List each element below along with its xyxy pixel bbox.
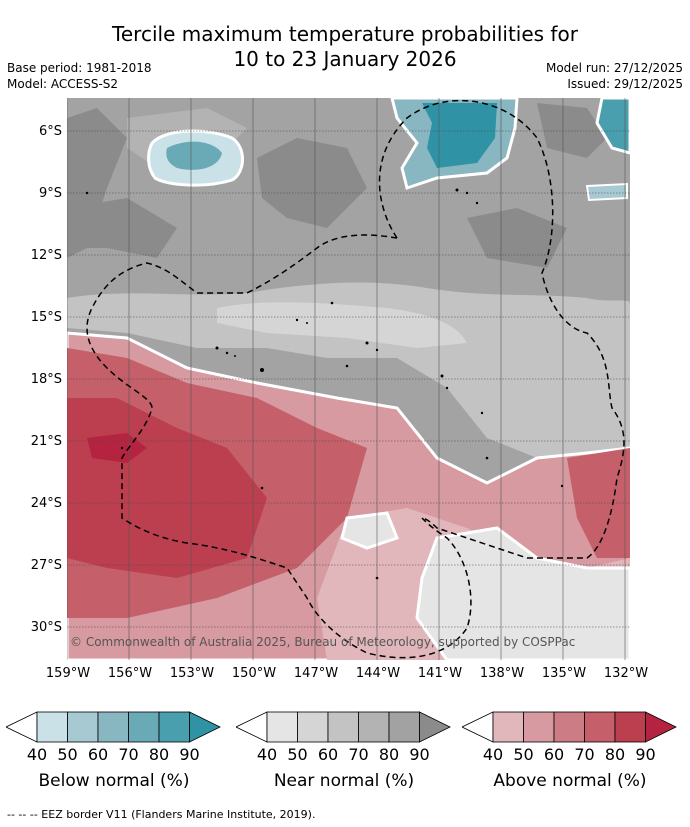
model-run: Model run: 27/12/2025 [545,61,683,75]
near-normal-50-band [217,302,467,348]
meta-left: Base period: 1981-2018 Model: ACCESS-S2 [7,60,152,92]
cbar-seg [158,711,190,743]
cbar-seg [6,711,38,743]
cbar-seg [645,711,677,743]
lon-label: 156°W [107,666,153,681]
eez-borders [86,99,625,659]
title-line-1: Tercile maximum temperature probabilitie… [112,22,578,46]
lat-label: 30°S [30,620,62,635]
map-canvas: © Commonwealth of Australia 2025, Bureau… [67,98,630,660]
cbar-seg [67,711,99,743]
copyright-text: © Commonwealth of Australia 2025, Bureau… [70,635,575,649]
cbar-tick: 60 [87,745,109,764]
above-normal-colorbar [462,711,677,743]
title-line-2: 10 to 23 January 2026 [233,47,457,71]
probability-map: © Commonwealth of Australia 2025, Bureau… [67,98,630,660]
near-normal-title: Near normal (%) [273,771,415,791]
cbar-tick: 40 [256,745,278,764]
lat-label: 18°S [30,372,62,387]
cbar-seg [614,711,646,743]
below-normal-title: Below normal (%) [38,771,190,791]
below-normal-colorbar [6,711,221,743]
cbar-seg [553,711,585,743]
lat-label: 15°S [30,310,62,325]
lat-label: 21°S [30,434,62,449]
cbar-seg [462,711,494,743]
cbar-seg [584,711,616,743]
cbar-seg [236,711,268,743]
eez-legend: -- -- -- EEZ border V11 (Flanders Marine… [7,808,316,821]
lat-label: 9°S [38,186,62,201]
near-normal-90-region [257,138,367,228]
below-normal-region-west-core [166,141,222,170]
lon-label: 138°W [479,666,525,681]
islands [85,188,564,580]
cbar-seg [189,711,221,743]
lon-label: 132°W [603,666,649,681]
lon-label: 159°W [45,666,91,681]
lon-label: 150°W [231,666,277,681]
cbar-tick: 70 [118,745,139,764]
near-normal-90-region [537,103,607,158]
near-normal-40-region-west [340,511,399,550]
cbar-tick: 90 [179,745,200,764]
cbar-seg [128,711,160,743]
base-period: Base period: 1981-2018 [7,61,152,75]
cbar-tick: 80 [378,745,400,764]
lon-label: 144°W [355,666,401,681]
near-normal-colorbar [236,711,451,743]
cbar-seg [36,711,68,743]
cbar-seg [97,711,129,743]
cbar-tick: 40 [482,745,504,764]
model-name: Model: ACCESS-S2 [7,77,119,91]
cbar-tick: 50 [57,745,78,764]
lat-label: 12°S [30,248,62,263]
cbar-seg [327,711,359,743]
meridians [67,98,626,660]
lat-label: 6°S [38,124,62,139]
cbar-tick: 70 [574,745,595,764]
cbar-tick: 90 [409,745,430,764]
lon-label: 141°W [417,666,463,681]
lat-label: 27°S [30,558,62,573]
cbar-tick: 50 [513,745,534,764]
cbar-tick: 70 [348,745,369,764]
graticule [67,130,630,628]
issued-date: Issued: 29/12/2025 [567,77,683,91]
cbar-seg [297,711,329,743]
cbar-tick: 60 [543,745,565,764]
lon-label: 153°W [169,666,215,681]
cbar-seg [388,711,420,743]
cbar-seg [492,711,524,743]
cbar-seg [358,711,390,743]
lon-label: 135°W [541,666,587,681]
above-normal-title: Above normal (%) [493,771,647,791]
cbar-tick: 40 [26,745,48,764]
near-normal-90-region [67,198,177,258]
cbar-seg [523,711,555,743]
near-normal-90-region [467,208,567,268]
cbar-tick: 80 [604,745,626,764]
lat-label: 24°S [30,496,62,511]
below-normal-region-small [585,182,628,202]
cbar-seg [419,711,451,743]
above-normal-90-region [87,433,147,463]
cbar-seg [266,711,298,743]
cbar-tick: 60 [317,745,339,764]
near-normal-60-band [67,282,630,488]
cbar-tick: 50 [287,745,308,764]
cbar-tick: 80 [148,745,170,764]
map-title: Tercile maximum temperature probabilitie… [0,22,690,72]
lon-label: 147°W [293,666,339,681]
below-normal-region-east [595,98,630,155]
cbar-tick: 90 [635,745,656,764]
below-normal-region-north-core [422,103,497,168]
meta-right: Model run: 27/12/2025 Issued: 29/12/2025 [546,60,683,92]
